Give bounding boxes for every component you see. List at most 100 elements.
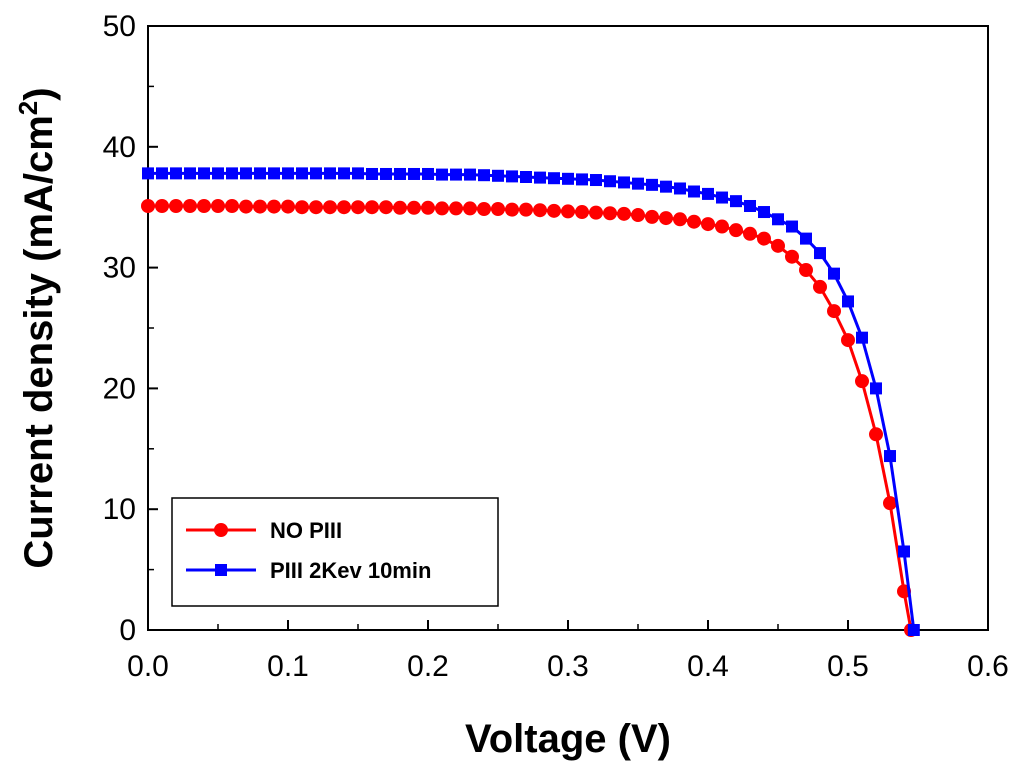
data-point [464,168,476,181]
data-point [254,167,266,180]
data-point [491,202,505,217]
y-tick-label: 10 [103,493,136,526]
data-point [225,198,239,213]
x-tick-label: 0.0 [127,650,169,683]
y-tick-label: 50 [103,10,136,43]
data-point [856,331,868,344]
x-tick-label: 0.3 [547,650,589,683]
data-point [855,374,869,389]
data-point [365,200,379,215]
data-point [771,238,785,253]
data-point [281,199,295,214]
data-point [393,200,407,215]
data-point [590,174,602,187]
data-point [463,201,477,216]
data-point [800,232,812,245]
legend: NO PIII PIII 2Kev 10min [171,497,499,607]
x-tick-label: 0.2 [407,650,449,683]
y-tick-label: 30 [103,252,136,285]
data-point [142,167,154,180]
x-axis-title: Voltage (V) [465,717,671,761]
data-point [603,206,617,221]
data-point [827,304,841,319]
data-point [841,333,855,348]
data-point [687,214,701,229]
data-point [870,382,882,395]
data-point [533,203,547,218]
data-point [268,167,280,180]
legend-entry: NO PIII [186,518,342,543]
data-point [352,167,364,180]
data-point [394,167,406,180]
data-point [575,205,589,220]
data-point [323,200,337,215]
data-point [842,295,854,308]
data-point [520,171,532,183]
data-point [659,211,673,226]
data-point [716,191,728,204]
data-point [407,200,421,215]
legend-label: NO PIII [270,518,342,543]
data-point [729,223,743,238]
data-point [604,175,616,188]
legend-marker [214,523,228,537]
data-point [436,168,448,181]
data-point [576,173,588,186]
data-point [170,167,182,180]
data-point [212,167,224,180]
data-point [156,167,168,180]
data-point [799,263,813,278]
series-1 [141,198,918,637]
data-point [561,204,575,219]
data-point [660,180,672,193]
data-point [758,206,770,219]
data-point [295,200,309,215]
data-point [547,203,561,218]
y-tick-label: 20 [103,372,136,405]
data-point [813,279,827,294]
x-tick-label: 0.1 [267,650,309,683]
data-point [408,167,420,180]
data-point [828,267,840,280]
data-point [883,496,897,511]
data-point [324,167,336,180]
data-point [505,202,519,217]
data-point [478,169,490,182]
data-point [338,167,350,180]
legend-box [171,497,499,607]
data-point [450,168,462,181]
data-point [631,208,645,223]
data-point [379,200,393,215]
data-point [282,167,294,180]
data-point [757,231,771,246]
series-layer [141,167,920,637]
data-point [534,171,546,184]
data-point [253,199,267,214]
data-point [366,167,378,180]
data-point [814,247,826,260]
legend-marker [215,564,227,576]
data-point [296,167,308,180]
data-point [519,202,533,217]
data-point [688,185,700,198]
data-point [730,195,742,208]
data-point [548,172,560,185]
data-point [337,200,351,215]
y-axis-title-main: Current density (mA/cm [17,115,61,568]
data-point [646,178,658,191]
data-point [477,202,491,217]
data-point [422,167,434,180]
data-point [786,220,798,233]
y-axis-title: Current density (mA/cm2) [13,87,61,568]
data-point [435,201,449,216]
data-point [743,226,757,241]
data-point [645,209,659,224]
data-point [673,212,687,227]
data-point [351,200,365,215]
data-point [898,545,910,558]
data-point [562,172,574,185]
data-point [197,198,211,213]
x-tick-label: 0.6 [967,650,1009,683]
x-tick-label: 0.4 [687,650,729,683]
